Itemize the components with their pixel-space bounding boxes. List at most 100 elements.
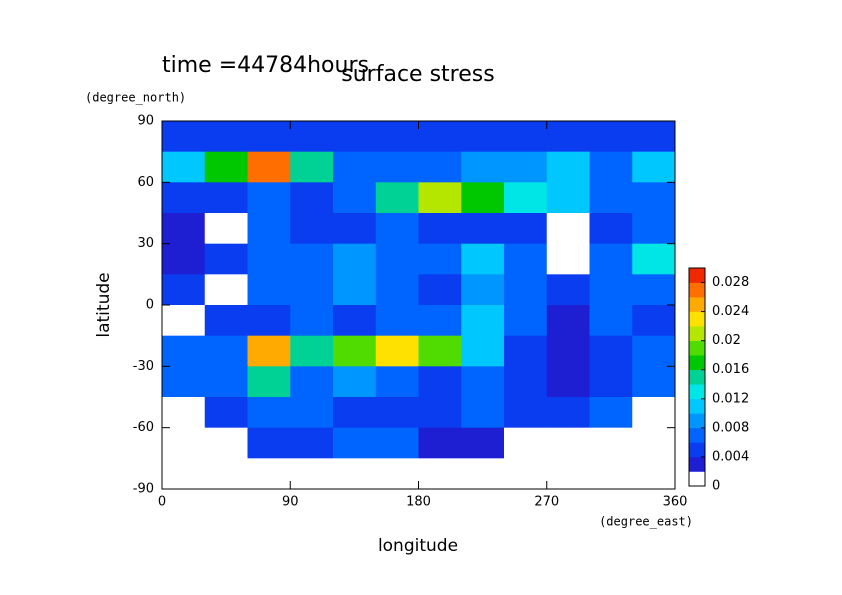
colorbar-swatch: [689, 384, 705, 400]
contour-cell: [589, 274, 633, 306]
y-tick-label: -90: [133, 482, 154, 497]
contour-cell: [632, 213, 676, 245]
colorbar-swatch: [689, 369, 705, 385]
contour-cell: [290, 243, 334, 275]
contour-cell: [632, 427, 676, 459]
contour-cell: [247, 121, 291, 153]
x-tick-label: 360: [663, 495, 688, 510]
colorbar-tick-label: 0.016: [712, 362, 749, 377]
contour-cell: [290, 274, 334, 306]
contour-cell: [418, 213, 462, 245]
contour-cell: [504, 458, 548, 490]
contour-cell: [162, 335, 206, 367]
contour-cell: [290, 427, 334, 459]
contour-cell: [632, 182, 676, 214]
contour-cell: [504, 397, 548, 429]
contour-cell: [461, 274, 505, 306]
contour-cell: [461, 182, 505, 214]
y-tick-label: -30: [133, 359, 154, 374]
colorbar-swatch: [689, 456, 705, 472]
colorbar-swatch: [689, 413, 705, 429]
colorbar-swatch: [689, 282, 705, 298]
contour-cell: [418, 121, 462, 153]
contour-cell: [375, 335, 419, 367]
y-tick-label: 30: [137, 236, 154, 251]
contour-cell: [375, 458, 419, 490]
contour-cell: [247, 151, 291, 183]
contour-cell: [632, 121, 676, 153]
contour-cell: [546, 182, 590, 214]
y-axis-label: latitude: [94, 272, 114, 337]
contour-cell: [418, 458, 462, 490]
contour-cell: [204, 121, 248, 153]
contour-cell: [162, 305, 206, 337]
colorbar-swatch: [689, 297, 705, 312]
contour-cell: [204, 427, 248, 459]
contour-cell: [504, 366, 548, 398]
time-annotation: time =44784hours: [162, 53, 369, 78]
contour-cell: [162, 366, 206, 398]
contour-cell: [546, 305, 590, 337]
colorbar-tick-label: 0.012: [712, 391, 749, 406]
contour-cell: [504, 213, 548, 245]
contour-cell: [247, 427, 291, 459]
x-tick-label: 270: [534, 495, 559, 510]
contour-cell: [546, 274, 590, 306]
contour-cell: [418, 305, 462, 337]
contour-cell: [375, 366, 419, 398]
contour-cell: [247, 182, 291, 214]
contour-cell: [204, 366, 248, 398]
contour-cell: [290, 305, 334, 337]
contour-cell: [504, 243, 548, 275]
contour-cell: [589, 121, 633, 153]
contour-cell: [375, 427, 419, 459]
colorbar-swatch: [689, 471, 705, 487]
contour-cell: [333, 335, 377, 367]
contour-cell: [546, 213, 590, 245]
contour-cell: [333, 243, 377, 275]
contour-cell: [204, 397, 248, 429]
colorbar-swatch: [689, 442, 705, 458]
contour-cell: [290, 458, 334, 490]
contour-cell: [333, 274, 377, 306]
contour-cell: [546, 458, 590, 490]
contour-cell: [546, 151, 590, 183]
contour-cell: [461, 305, 505, 337]
contour-cell: [333, 213, 377, 245]
contour-cell: [204, 335, 248, 367]
contour-cell: [247, 458, 291, 490]
contour-cell: [162, 151, 206, 183]
contour-cell: [632, 366, 676, 398]
contour-cell: [375, 151, 419, 183]
contour-cell: [333, 182, 377, 214]
colorbar-tick-label: 0.024: [712, 304, 749, 319]
x-tick-label: 90: [282, 495, 299, 510]
colorbar-swatch: [689, 427, 705, 443]
contour-cell: [589, 213, 633, 245]
contour-cell: [333, 121, 377, 153]
contour-cell: [546, 397, 590, 429]
contour-cell: [290, 151, 334, 183]
contour-cell: [247, 274, 291, 306]
contour-cell: [204, 182, 248, 214]
contour-cell: [589, 151, 633, 183]
contour-cell: [504, 335, 548, 367]
contour-cell: [247, 366, 291, 398]
contour-cell: [504, 305, 548, 337]
colorbar-tick-label: 0: [712, 479, 720, 494]
x-tick-label: 0: [158, 495, 166, 510]
contour-cell: [589, 427, 633, 459]
contour-cell: [461, 335, 505, 367]
contour-cell: [589, 366, 633, 398]
contour-cell: [204, 243, 248, 275]
contour-cell: [461, 427, 505, 459]
contour-cell: [247, 243, 291, 275]
chart-title: surface stress: [341, 62, 494, 87]
contour-cell: [546, 243, 590, 275]
contour-cell: [333, 366, 377, 398]
contour-cell: [589, 305, 633, 337]
colorbar-swatch: [689, 326, 705, 341]
contour-cell: [375, 397, 419, 429]
